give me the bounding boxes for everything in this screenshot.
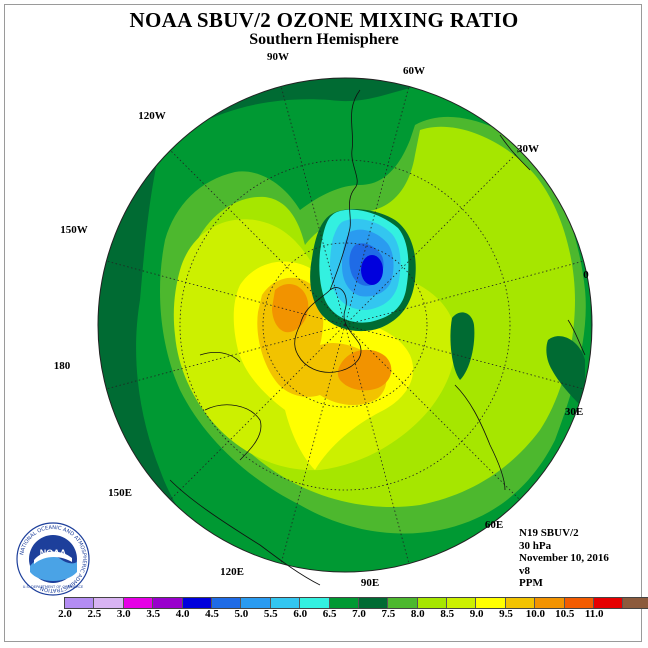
lon-label-30w: 30W xyxy=(517,143,539,155)
band-dark-green-edge xyxy=(546,336,585,410)
lon-label-120e: 120E xyxy=(220,566,244,578)
colorbar-tick-label: 3.5 xyxy=(146,608,161,620)
hemisphere-outline xyxy=(97,77,593,573)
info-units: PPM xyxy=(519,577,543,589)
colorbar-swatch xyxy=(564,598,595,608)
colorbar-swatch xyxy=(270,598,301,608)
colorbar-tick-label: 2.0 xyxy=(58,608,72,620)
colorbar-tick-label: 7.5 xyxy=(381,608,396,620)
colorbar-swatch xyxy=(182,598,212,608)
colorbar-tick-label: 6.0 xyxy=(293,608,308,620)
colorbar-swatch xyxy=(211,598,242,608)
lon-label-90w: 90W xyxy=(267,51,289,63)
colorbar-swatch xyxy=(388,598,418,608)
lon-label-30e: 30E xyxy=(565,406,583,418)
colorbar-swatch xyxy=(65,598,95,608)
colorbar-tick-label: 6.5 xyxy=(322,608,337,620)
colorbar-swatch xyxy=(358,598,389,608)
band-orange xyxy=(272,283,392,391)
logo-ring-text2: U.S. DEPARTMENT OF COMMERCE xyxy=(23,585,84,589)
page-subtitle: Southern Hemisphere xyxy=(249,31,399,48)
longitude-labels: 90W 60W 30W 0 30E 60E 90E 120E 150E 180 … xyxy=(54,51,590,589)
info-level: 30 hPa xyxy=(519,539,552,552)
lon-label-90e: 90E xyxy=(361,577,379,589)
colorbar-tick-label: 3.0 xyxy=(116,608,131,620)
lon-label-0: 0 xyxy=(583,269,589,281)
colorbar-tick-label: 9.5 xyxy=(499,608,513,620)
colorbar-tick-label: 10.5 xyxy=(555,608,575,620)
colorbar-swatch xyxy=(241,598,271,608)
colorbar-swatch xyxy=(594,598,624,608)
info-date: November 10, 2016 xyxy=(519,552,609,564)
colorbar-swatch xyxy=(535,598,565,608)
colorbar-swatch xyxy=(417,598,448,608)
colorbar-tick-label: 8.0 xyxy=(410,608,425,620)
colorbar-swatch xyxy=(623,598,648,608)
colorbar-tick-label: 4.0 xyxy=(175,608,190,620)
colorbar-swatch xyxy=(476,598,506,608)
lon-label-150e: 150E xyxy=(108,487,132,499)
colorbar-tick-label: 5.5 xyxy=(263,608,278,620)
colorbar-tick-label: 8.5 xyxy=(440,608,455,620)
colorbar-tick-label: 9.0 xyxy=(469,608,484,620)
lon-label-180: 180 xyxy=(54,360,71,372)
colorbar-tick-label: 7.0 xyxy=(352,608,366,620)
band-dark-green-east xyxy=(450,312,475,380)
colorbar-swatch xyxy=(300,598,330,608)
lon-label-120w: 120W xyxy=(138,110,166,122)
noaa-logo: NATIONAL OCEANIC AND ATMOSPHERIC ADMINIS… xyxy=(16,522,90,596)
colorbar-tick-label: 5.0 xyxy=(234,608,249,620)
colorbar xyxy=(64,597,648,609)
map-info: N19 SBUV/2 30 hPa November 10, 2016 v8 P… xyxy=(519,527,609,590)
coastlines xyxy=(169,89,586,586)
colorbar-tick-label: 2.5 xyxy=(87,608,102,620)
colorbar-swatch xyxy=(447,598,477,608)
colorbar-swatch xyxy=(123,598,154,608)
logo-text: NOAA xyxy=(40,548,67,558)
colorbar-swatch xyxy=(94,598,124,608)
colorbar-tick-label: 11.0 xyxy=(584,608,604,620)
lon-label-60e: 60E xyxy=(485,519,503,531)
info-version: v8 xyxy=(519,564,530,577)
colorbar-swatch xyxy=(505,598,536,608)
graticule xyxy=(105,85,585,565)
colorbar-tick-label: 4.5 xyxy=(205,608,219,620)
lon-label-60w: 60W xyxy=(403,65,425,77)
colorbar-swatch xyxy=(153,598,183,608)
info-satellite: N19 SBUV/2 xyxy=(519,527,579,539)
page-title: NOAA SBUV/2 OZONE MIXING RATIO xyxy=(129,8,519,32)
colorbar-tick-label: 10.0 xyxy=(525,608,546,620)
colorbar-swatch xyxy=(329,598,359,608)
lon-label-150w: 150W xyxy=(60,224,88,236)
colorbar-ticks: 2.0 2.5 3.0 3.5 4.0 4.5 5.0 5.5 6.0 6.5 7.0 7.5 8.0 8… xyxy=(50,608,610,622)
band-blue xyxy=(361,255,383,285)
figure-frame xyxy=(4,4,642,642)
